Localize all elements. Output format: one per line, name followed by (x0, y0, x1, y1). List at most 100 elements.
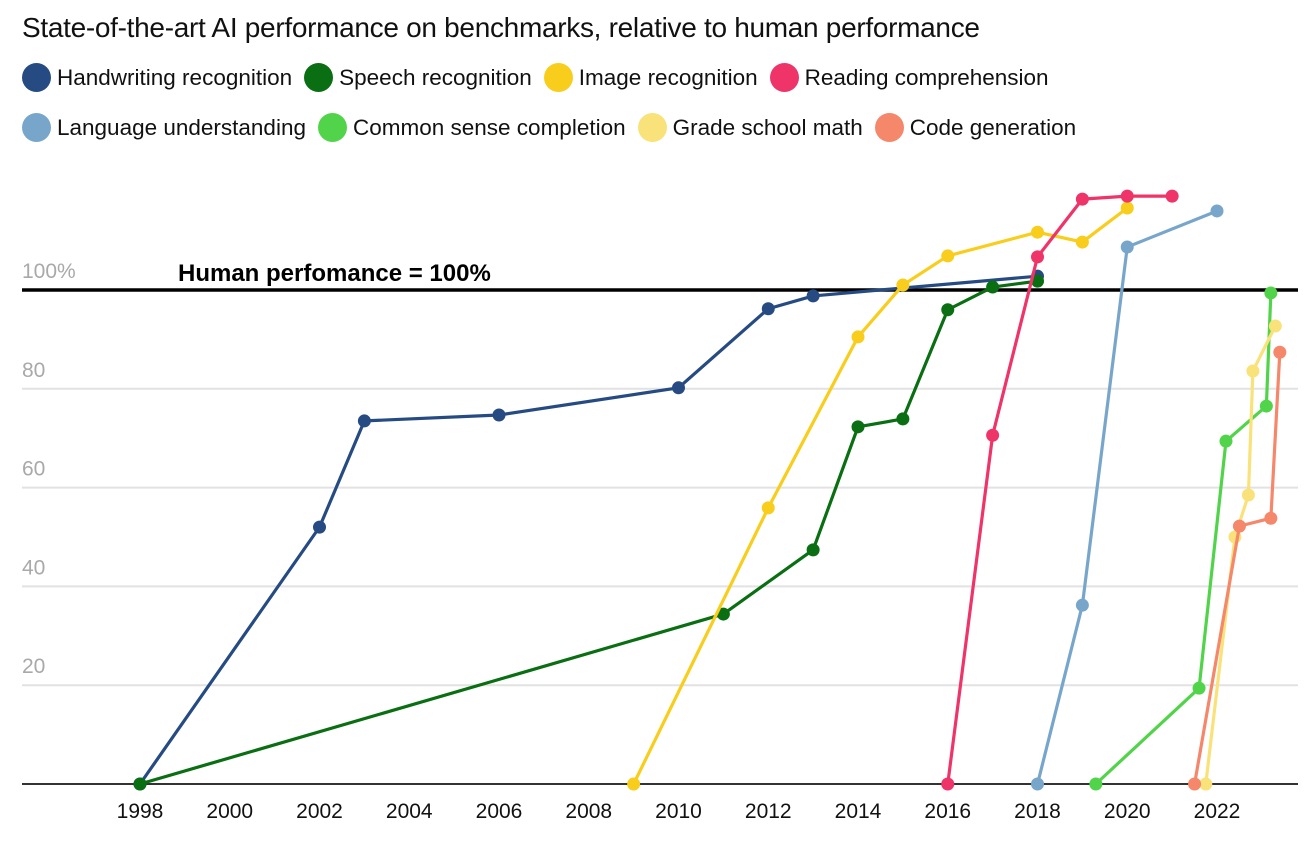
legend-swatch-icon (637, 113, 667, 142)
legend-swatch-icon (22, 113, 51, 142)
x-tick-label: 2018 (1014, 800, 1061, 823)
legend-label: Grade school math (672, 114, 863, 140)
x-tick-label: 2022 (1194, 800, 1241, 823)
data-point[interactable] (851, 330, 865, 344)
data-point[interactable] (1273, 345, 1287, 359)
data-point[interactable] (1264, 511, 1278, 525)
legend-swatch-icon (304, 63, 334, 92)
data-point[interactable] (1199, 777, 1213, 791)
legend-item-reading[interactable]: Reading comprehension (769, 63, 1049, 92)
legend-item-speech[interactable]: Speech recognition (304, 63, 532, 92)
series-line (138, 279, 1040, 786)
human-performance-line: Human perfomance = 100% (22, 260, 1298, 292)
data-point[interactable] (1089, 777, 1103, 791)
series-line (1204, 324, 1277, 786)
data-point[interactable] (941, 777, 955, 791)
data-point[interactable] (313, 520, 326, 534)
legend-item-language[interactable]: Language understanding (22, 113, 306, 142)
data-point[interactable] (1188, 777, 1202, 791)
data-point[interactable] (1241, 488, 1255, 502)
series-handwriting-recognition (133, 269, 1044, 791)
data-point[interactable] (716, 607, 730, 621)
legend-swatch-icon (874, 113, 904, 142)
series-line (1192, 350, 1282, 786)
y-tick-label: 40 (22, 556, 45, 579)
y-tick-label: 80 (22, 359, 45, 382)
gridlines (22, 387, 1298, 687)
x-tick-label: 2002 (296, 800, 343, 823)
x-tick-label: 2016 (924, 800, 971, 823)
x-tick-label: 2006 (476, 800, 523, 823)
data-point[interactable] (1246, 364, 1260, 378)
y-tick-label: 60 (22, 458, 45, 481)
data-point[interactable] (492, 408, 506, 422)
data-point[interactable] (1232, 519, 1246, 533)
data-point[interactable] (1031, 777, 1044, 791)
x-axis: 1998 2000 2002 2004 2006 2008 2010 2012 2014 2016… (22, 783, 1298, 823)
x-tick-label: 2000 (206, 800, 253, 823)
data-point[interactable] (986, 428, 1000, 442)
legend-item-handwriting[interactable]: Handwriting recognition (22, 63, 292, 92)
series-line (1035, 209, 1219, 786)
data-point[interactable] (133, 777, 147, 791)
x-tick-label: 2004 (386, 800, 433, 823)
data-point[interactable] (941, 303, 955, 317)
data-point[interactable] (851, 420, 865, 434)
data-point[interactable] (1264, 286, 1278, 300)
data-point[interactable] (1120, 189, 1134, 203)
legend-item-image[interactable]: Image recognition (543, 63, 758, 92)
data-point[interactable] (1219, 434, 1233, 448)
legend-swatch-icon (769, 63, 799, 92)
data-point[interactable] (761, 501, 775, 515)
legend-label: Handwriting recognition (57, 64, 293, 90)
series-image-recognition (627, 201, 1134, 791)
series-code-generation (1188, 345, 1287, 791)
data-point[interactable] (1268, 319, 1282, 333)
legend-label: Common sense completion (352, 114, 626, 140)
y-tick-label: 20 (22, 655, 45, 678)
legend-item-math[interactable]: Grade school math (637, 113, 863, 142)
reference-line-label: Human perfomance = 100% (178, 260, 491, 287)
data-point[interactable] (1210, 204, 1224, 218)
x-tick-label: 2010 (655, 800, 702, 823)
series-language-understanding (1031, 204, 1224, 791)
legend-label: Code generation (909, 114, 1077, 140)
data-point[interactable] (896, 412, 910, 426)
data-point[interactable] (672, 381, 685, 395)
data-point[interactable] (357, 414, 371, 428)
data-point[interactable] (1192, 681, 1206, 695)
data-point[interactable] (627, 777, 641, 791)
data-point[interactable] (761, 302, 775, 316)
series-line (946, 194, 1174, 786)
data-point[interactable] (806, 543, 820, 557)
legend-row-2: Language understanding Common sense comp… (22, 113, 1088, 142)
data-point[interactable] (1075, 235, 1089, 249)
data-point[interactable] (1075, 598, 1089, 612)
legend-item-common-sense[interactable]: Common sense completion (317, 113, 626, 142)
legend-label: Reading comprehension (804, 64, 1049, 90)
data-point[interactable] (896, 278, 910, 292)
data-point[interactable] (1031, 274, 1044, 288)
y-tick-label: 100% (22, 260, 76, 283)
legend-label: Language understanding (57, 114, 306, 140)
data-point[interactable] (806, 289, 820, 303)
data-point[interactable] (1031, 250, 1044, 264)
legend-item-code[interactable]: Code generation (874, 113, 1077, 142)
series-line (1094, 291, 1273, 786)
data-point[interactable] (1031, 225, 1044, 239)
data-point[interactable] (941, 249, 955, 263)
data-point[interactable] (1120, 201, 1134, 215)
legend-label: Image recognition (578, 64, 758, 90)
data-point[interactable] (1165, 189, 1179, 203)
data-point[interactable] (1259, 399, 1273, 413)
legend-swatch-icon (317, 113, 347, 142)
legend-row-1: Handwriting recognition Speech recogniti… (22, 63, 1061, 92)
data-point[interactable] (986, 280, 1000, 294)
series-common-sense-completion (1089, 286, 1278, 791)
series-speech-recognition (133, 274, 1044, 791)
series-reading-comprehension (941, 189, 1179, 791)
data-point[interactable] (1075, 192, 1089, 206)
chart-title: State-of-the-art AI performance on bench… (22, 12, 980, 43)
data-point[interactable] (1120, 240, 1134, 254)
